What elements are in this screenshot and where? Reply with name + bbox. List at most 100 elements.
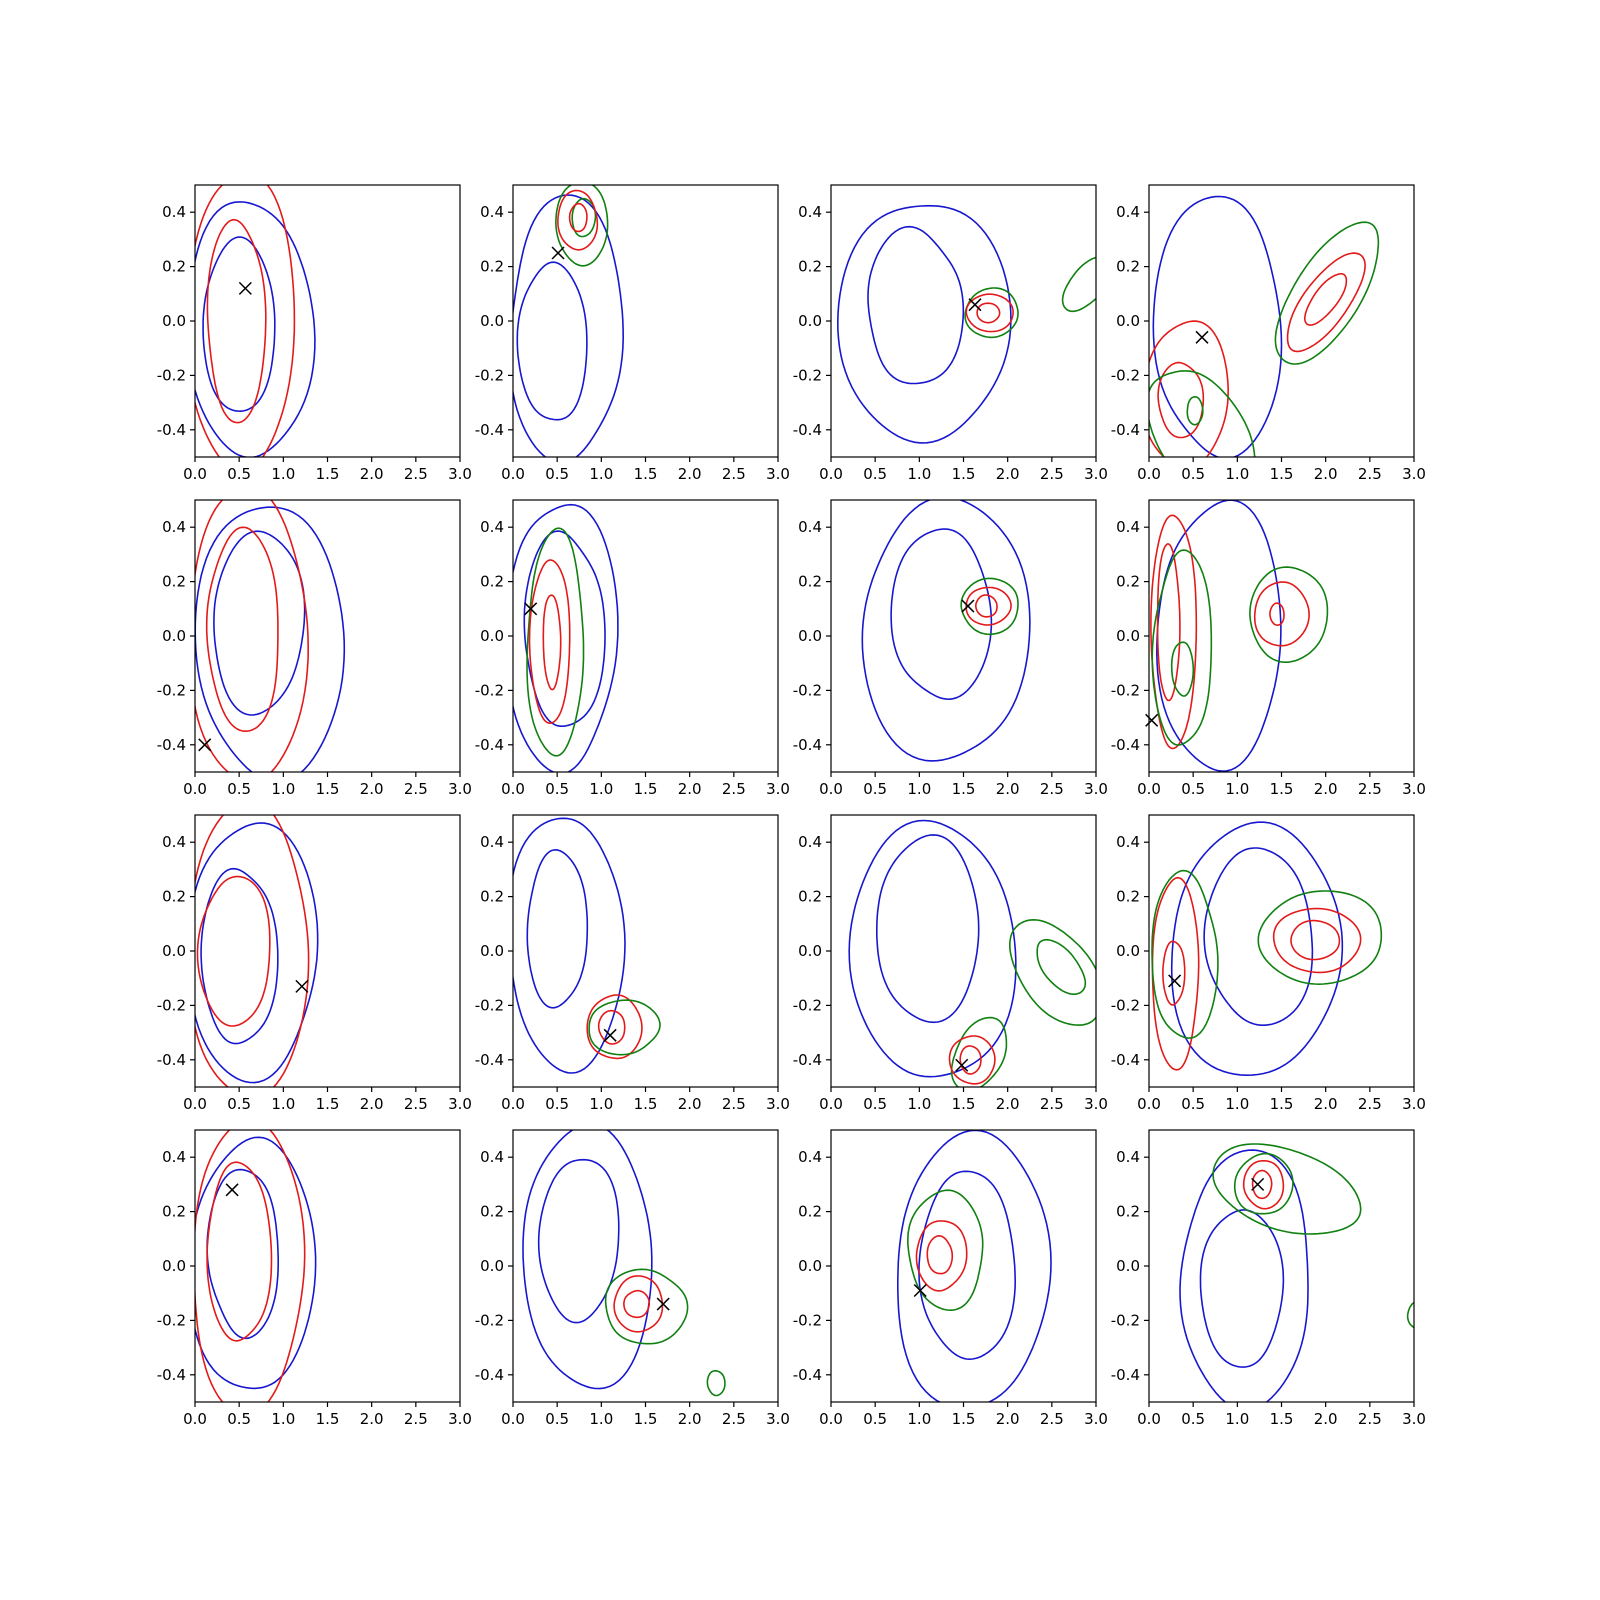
subplot-1-1: 0.0 0.5 1.0 1.5 2.0 2.5 3.0 -0.4 -0.2 0.0 0.2 0.4 xyxy=(475,499,790,798)
x-tick-label: 1.5 xyxy=(952,1410,976,1428)
x-tick-label: 1.5 xyxy=(316,780,340,798)
y-tick-label: -0.2 xyxy=(157,366,186,384)
contour-red xyxy=(1286,252,1366,353)
subplot-0-3: 0.0 0.5 1.0 1.5 2.0 2.5 3.0 -0.4 -0.2 0.0 0.2 0.4 xyxy=(1111,184,1426,483)
contour-blue xyxy=(537,1158,620,1324)
contour-red xyxy=(195,185,296,457)
contour-red xyxy=(613,1275,664,1333)
contour-red xyxy=(926,1235,954,1275)
y-tick-label: 0.2 xyxy=(1116,888,1140,906)
contour-lines xyxy=(1151,821,1383,1076)
contour-green xyxy=(1151,549,1213,746)
x-tick-label: 2.5 xyxy=(1040,1095,1064,1113)
x-tick-label: 1.0 xyxy=(271,465,295,483)
y-tick-label: 0.2 xyxy=(1116,1203,1140,1221)
y-tick-label: 0.0 xyxy=(480,1257,504,1275)
y-tick-label: -0.4 xyxy=(475,421,504,439)
y-tick-label: -0.2 xyxy=(1111,366,1140,384)
contour-blue xyxy=(523,530,606,727)
subplot-0-1: 0.0 0.5 1.0 1.5 2.0 2.5 3.0 -0.4 -0.2 0.0 0.2 0.4 xyxy=(475,184,790,483)
x-tick-label: 2.0 xyxy=(996,1095,1020,1113)
x-tick-label: 3.0 xyxy=(1084,465,1108,483)
subplot-0-0: 0.0 0.5 1.0 1.5 2.0 2.5 3.0 -0.4 -0.2 0.0 0.2 0.4 xyxy=(157,184,472,483)
y-tick-label: 0.0 xyxy=(798,627,822,645)
x-tick-label: 2.5 xyxy=(1040,1410,1064,1428)
contour-blue xyxy=(513,503,619,772)
y-tick-label: 0.2 xyxy=(480,573,504,591)
x-tick-label: 0.0 xyxy=(501,465,525,483)
subplot-2-2: 0.0 0.5 1.0 1.5 2.0 2.5 3.0 -0.4 -0.2 0.0 0.2 0.4 xyxy=(793,814,1108,1113)
x-tick-label: 0.0 xyxy=(819,780,843,798)
x-tick-label: 0.5 xyxy=(863,465,887,483)
contour-red xyxy=(1162,940,1186,1006)
x-tick-label: 0.5 xyxy=(227,1095,251,1113)
x-tick-label: 1.0 xyxy=(589,1410,613,1428)
contour-blue xyxy=(513,817,626,1074)
contour-blue xyxy=(516,261,588,421)
x-tick-label: 2.0 xyxy=(360,1095,384,1113)
x-marker xyxy=(1251,1177,1265,1191)
y-tick-label: 0.2 xyxy=(1116,573,1140,591)
x-tick-label: 2.0 xyxy=(360,780,384,798)
axes-frame xyxy=(512,184,779,458)
contour-blue xyxy=(1199,1209,1285,1368)
contour-red xyxy=(1253,581,1310,647)
x-marker xyxy=(1195,330,1209,344)
subplot-3-0: 0.0 0.5 1.0 1.5 2.0 2.5 3.0 -0.4 -0.2 0.0 0.2 0.4 xyxy=(157,1129,472,1428)
contour-blue xyxy=(861,500,1031,762)
contour-red xyxy=(1272,907,1362,974)
contour-lines xyxy=(513,817,661,1074)
contour-red xyxy=(528,559,571,724)
x-tick-label: 1.0 xyxy=(271,780,295,798)
y-tick-label: -0.4 xyxy=(157,421,186,439)
x-tick-label: 0.5 xyxy=(863,1095,887,1113)
y-tick-label: 0.0 xyxy=(480,627,504,645)
x-tick-label: 0.0 xyxy=(501,780,525,798)
y-tick-label: -0.4 xyxy=(793,1366,822,1384)
subplot-3-1: 0.0 0.5 1.0 1.5 2.0 2.5 3.0 -0.4 -0.2 0.0 0.2 0.4 xyxy=(475,1129,790,1428)
axes-frame xyxy=(512,1129,779,1403)
contour-red xyxy=(948,1035,996,1085)
x-tick-label: 0.0 xyxy=(1137,1095,1161,1113)
contour-red xyxy=(1304,273,1348,326)
contour-green xyxy=(1406,1301,1414,1329)
contour-blue xyxy=(848,819,1017,1078)
contour-green xyxy=(1151,869,1219,1039)
contour-red xyxy=(206,1161,273,1342)
subplot-2-0: 0.0 0.5 1.0 1.5 2.0 2.5 3.0 -0.4 -0.2 0.0 0.2 0.4 xyxy=(157,814,472,1113)
x-tick-label: 2.0 xyxy=(996,780,1020,798)
x-tick-label: 1.5 xyxy=(1270,780,1294,798)
contour-green xyxy=(1186,396,1204,426)
x-tick-label: 0.5 xyxy=(545,780,569,798)
subplot-1-0: 0.0 0.5 1.0 1.5 2.0 2.5 3.0 -0.4 -0.2 0.0 0.2 0.4 xyxy=(157,499,472,798)
y-tick-label: -0.2 xyxy=(1111,681,1140,699)
axes-frame xyxy=(830,499,1097,773)
contour-lines xyxy=(195,1130,317,1402)
x-tick-label: 1.5 xyxy=(634,465,658,483)
x-tick-label: 3.0 xyxy=(1402,465,1426,483)
x-tick-label: 1.0 xyxy=(589,465,613,483)
x-tick-label: 0.0 xyxy=(183,465,207,483)
x-tick-label: 0.0 xyxy=(819,465,843,483)
y-tick-label: -0.4 xyxy=(475,1366,504,1384)
contour-red xyxy=(1242,1160,1285,1210)
contour-blue xyxy=(890,528,993,700)
y-tick-label: 0.2 xyxy=(162,888,186,906)
x-tick-label: 2.0 xyxy=(1314,465,1338,483)
y-tick-label: 0.0 xyxy=(162,312,186,330)
contour-green xyxy=(960,577,1019,636)
axes-frame xyxy=(830,814,1097,1088)
x-tick-label: 3.0 xyxy=(766,465,790,483)
contour-lines xyxy=(195,815,319,1087)
contour-red xyxy=(557,189,599,251)
y-tick-label: 0.4 xyxy=(1116,203,1140,221)
y-tick-label: -0.4 xyxy=(157,1051,186,1069)
y-tick-label: 0.4 xyxy=(162,518,186,536)
x-tick-label: 2.5 xyxy=(1040,780,1064,798)
x-tick-label: 0.0 xyxy=(1137,780,1161,798)
x-tick-label: 1.5 xyxy=(952,1095,976,1113)
x-tick-label: 3.0 xyxy=(448,465,472,483)
contour-red xyxy=(195,815,310,1087)
x-tick-label: 1.5 xyxy=(1270,1410,1294,1428)
y-tick-label: 0.2 xyxy=(798,573,822,591)
